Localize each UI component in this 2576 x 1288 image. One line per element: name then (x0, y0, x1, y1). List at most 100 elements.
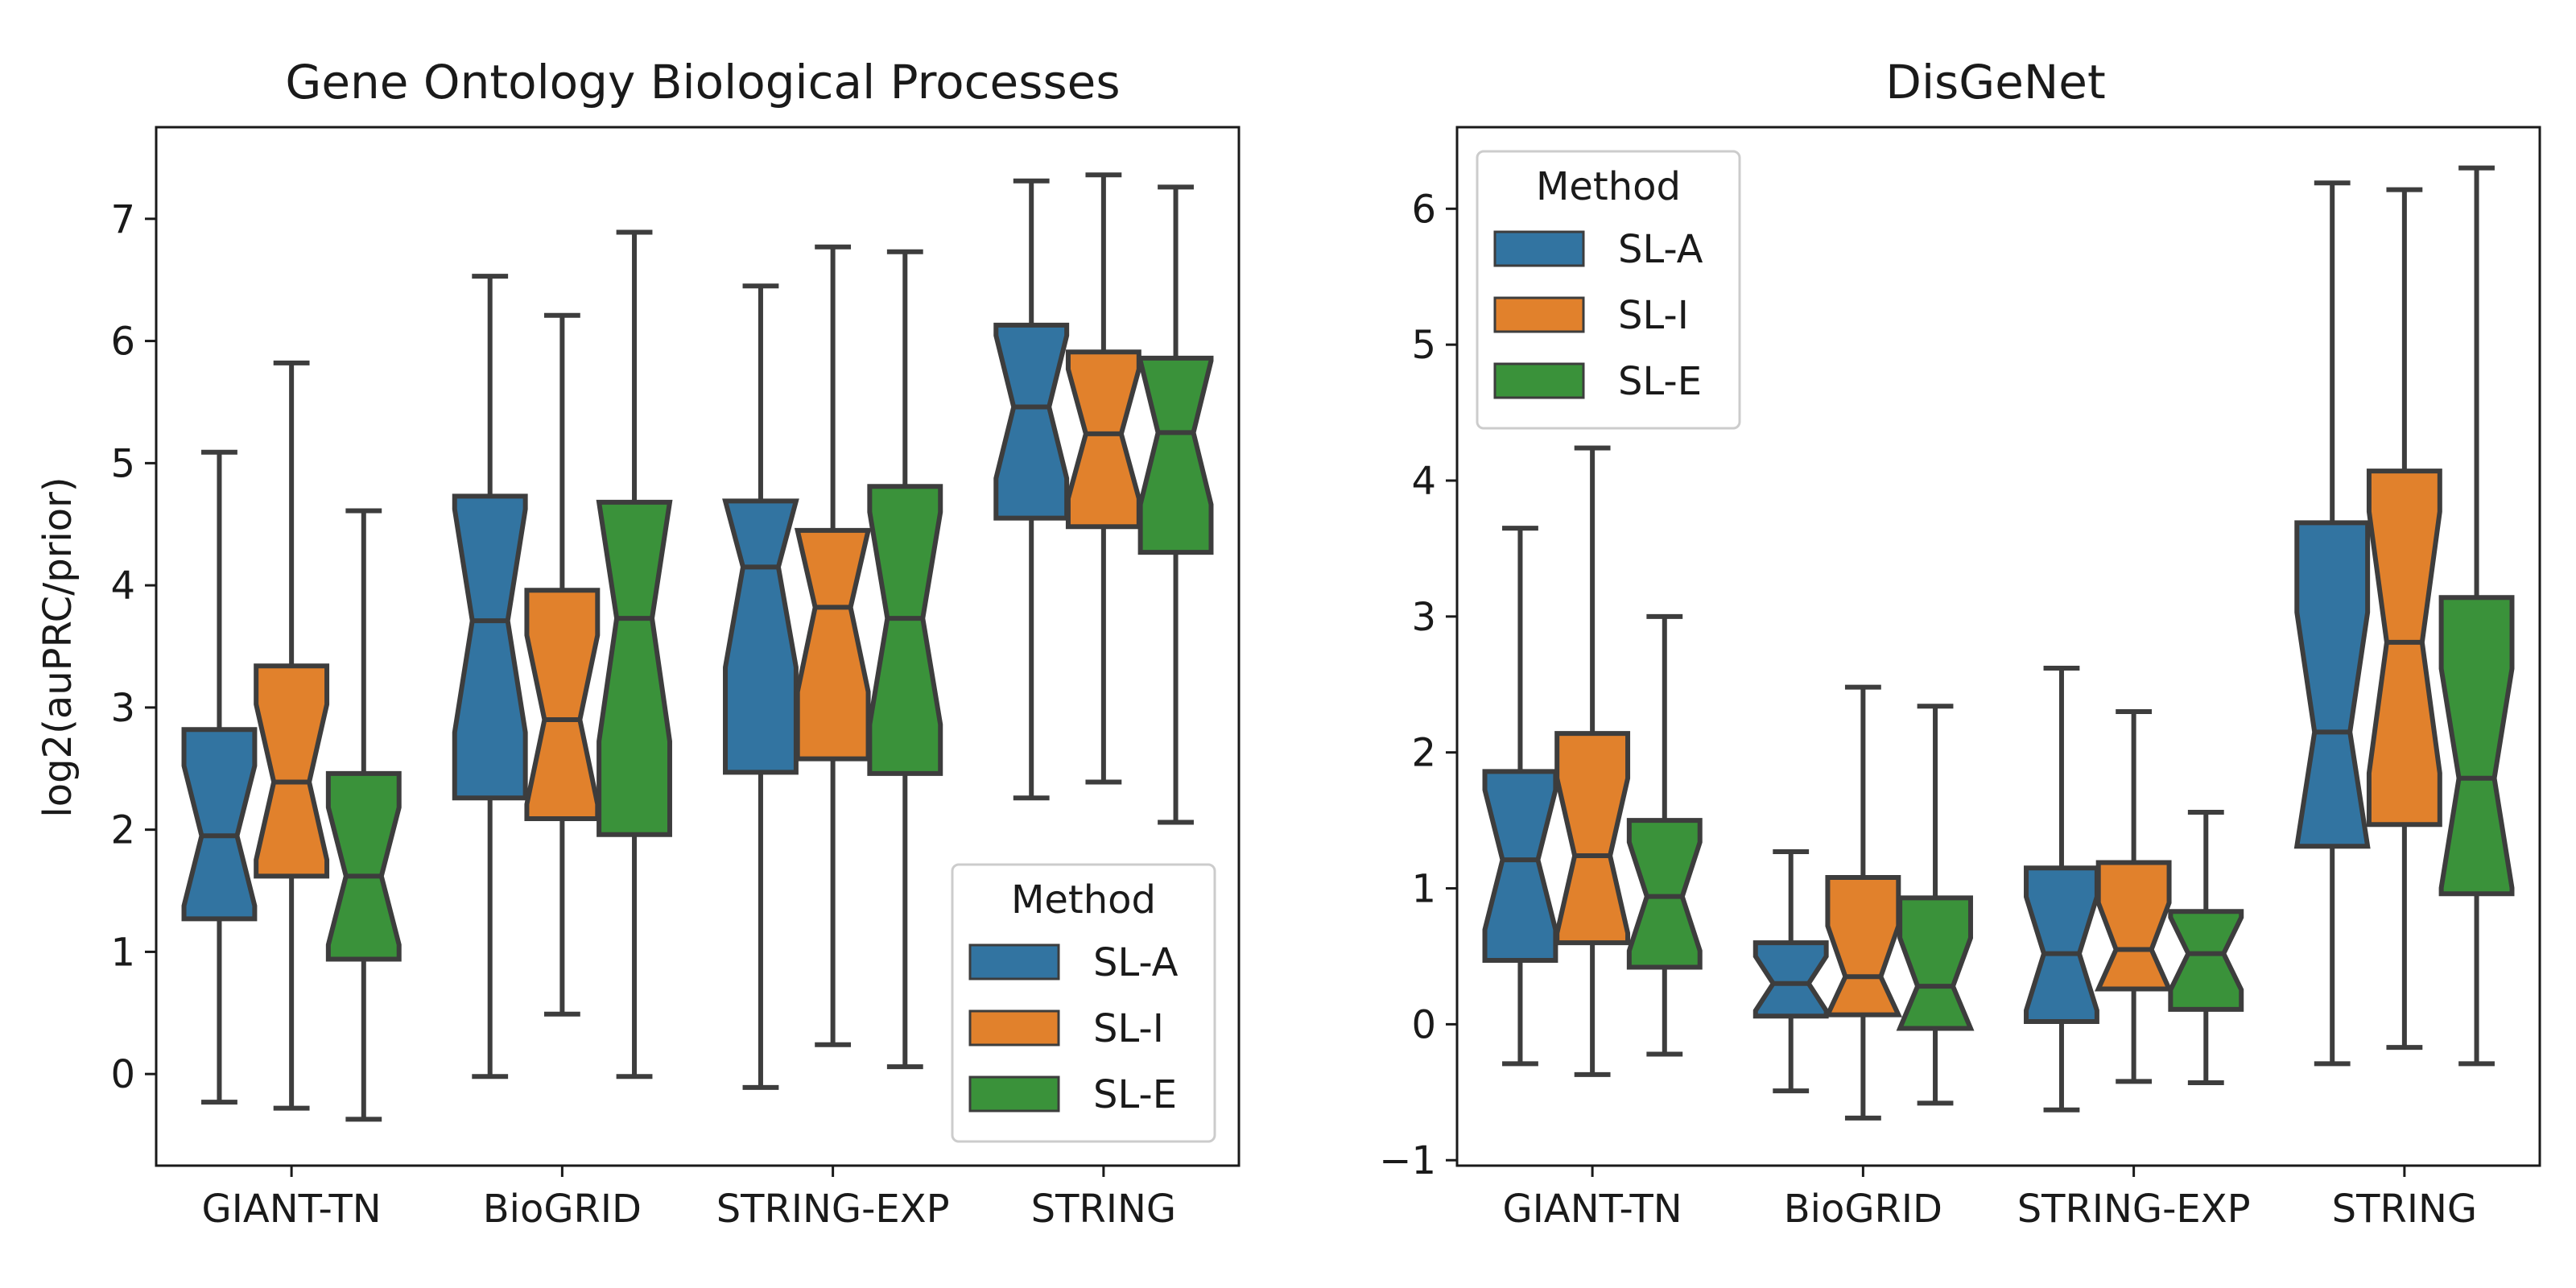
legend-frame (1476, 150, 1741, 430)
box-sl-i-biogrid (524, 312, 601, 1017)
box-body (1823, 875, 1903, 1018)
box-sl-i-string (1065, 172, 1141, 785)
x-tick-label: STRING-EXP (2017, 1187, 2251, 1232)
box-sl-e-biogrid (596, 229, 673, 1080)
y-tick-label: 6 (1411, 187, 1436, 232)
legend-swatch-sl-a (968, 943, 1060, 980)
box-sl-i-giant-tn (1554, 445, 1631, 1077)
x-tick-label: GIANT-TN (1503, 1187, 1682, 1232)
box-sl-e-giant-tn (1626, 613, 1703, 1057)
y-tick-label: 2 (1411, 731, 1436, 776)
legend: Method SL-A SL-I SL-E (951, 863, 1216, 1143)
box-sl-i-giant-tn (254, 360, 330, 1111)
box-body (794, 527, 872, 762)
box-sl-a-string-exp (722, 283, 799, 1090)
box-sl-i-string-exp (794, 244, 872, 1047)
legend-label: SL-I (1093, 1006, 1164, 1051)
legend-label: SL-A (1093, 940, 1179, 985)
panel-disgenet: DisGeNet −1 0 1 2 3 4 5 6 GIANT-TN BioGRID STRING-… (1379, 55, 2541, 1232)
legend-swatch-sl-i (1493, 296, 1585, 333)
box-body (181, 727, 258, 922)
box-body (993, 322, 1070, 521)
box-body (1554, 731, 1631, 946)
y-tick-label: 3 (1411, 595, 1436, 640)
box-body (2095, 860, 2174, 992)
box-sl-e-giant-tn (325, 508, 402, 1122)
box-body (452, 493, 528, 801)
chart-title: DisGeNet (1885, 55, 2105, 109)
legend-label: SL-E (1618, 359, 1702, 404)
panel-go-bp: Gene Ontology Biological Processes log2(… (35, 55, 1241, 1232)
legend-frame (951, 863, 1216, 1143)
box-body (722, 498, 799, 775)
box-body (2024, 865, 2099, 1025)
y-tick-label: 2 (110, 808, 135, 853)
axes-frame (155, 126, 1241, 1167)
box-body (867, 484, 943, 776)
x-tick-label: STRING (1031, 1187, 1176, 1232)
box-body (254, 663, 330, 879)
legend-label: SL-E (1093, 1072, 1177, 1117)
box-body (1482, 769, 1558, 964)
box-body (2438, 595, 2515, 897)
y-tick-label: 5 (1411, 323, 1436, 368)
legend-title: Method (1011, 877, 1156, 923)
y-tick-label: 0 (110, 1052, 135, 1097)
box-sl-i-string-exp (2095, 709, 2174, 1084)
legend-swatch-sl-e (968, 1075, 1060, 1113)
y-tick-label: 4 (1411, 459, 1436, 504)
box-sl-e-string-exp (867, 249, 943, 1070)
box-sl-a-giant-tn (181, 449, 258, 1105)
box-sl-a-biogrid (452, 274, 528, 1080)
box-sl-e-string (2438, 165, 2515, 1067)
legend-swatch-sl-i (968, 1009, 1060, 1046)
box-sl-a-string (2293, 180, 2371, 1067)
box-sl-e-biogrid (1896, 704, 1975, 1106)
y-tick-label: 1 (110, 930, 135, 975)
legend-label: SL-A (1618, 227, 1703, 272)
box-sl-e-string (1137, 184, 1214, 825)
x-tick-label: GIANT-TN (202, 1187, 382, 1232)
y-axis-label: log2(auPRC/prior) (35, 477, 80, 817)
legend-title: Method (1536, 164, 1681, 209)
y-tick-label: 3 (110, 686, 135, 731)
box-body (325, 770, 402, 962)
box-body (2293, 520, 2371, 849)
y-tick-label: 6 (110, 320, 135, 365)
y-tick-label: 1 (1411, 867, 1436, 912)
box-sl-a-biogrid (1752, 848, 1829, 1094)
box-body (1626, 818, 1703, 970)
box-sl-e-string-exp (2168, 809, 2244, 1086)
y-tick-label: −1 (1379, 1138, 1436, 1183)
box-body (524, 588, 601, 821)
y-tick-label: 7 (110, 197, 135, 242)
box-body (2168, 909, 2244, 1012)
box-sl-i-string (2366, 187, 2442, 1051)
x-tick-label: BioGRID (483, 1187, 642, 1232)
box-body (1065, 349, 1141, 530)
legend-label: SL-I (1618, 293, 1689, 338)
box-body (1137, 355, 1214, 555)
box-body (2366, 469, 2442, 828)
box-body (1752, 940, 1829, 1019)
box-sl-i-biogrid (1823, 684, 1903, 1121)
box-sl-a-string-exp (2024, 666, 2099, 1113)
legend: Method SL-A SL-I SL-E (1476, 150, 1741, 430)
y-tick-label: 0 (1411, 1002, 1436, 1047)
box-sl-a-giant-tn (1482, 526, 1558, 1067)
box-body (1896, 895, 1975, 1031)
axes-frame (1455, 126, 2541, 1167)
legend-swatch-sl-e (1493, 362, 1585, 399)
legend-swatch-sl-a (1493, 230, 1585, 267)
box-body (596, 499, 673, 837)
y-tick-label: 4 (110, 564, 135, 609)
x-tick-label: BioGRID (1784, 1187, 1942, 1232)
plot-area: 0 1 2 3 4 5 6 7 GIANT-TN BioGRID STRING-EXP STRING (110, 172, 1214, 1232)
x-tick-label: STRING-EXP (716, 1187, 950, 1232)
x-tick-label: STRING (2332, 1187, 2477, 1232)
plot-area: −1 0 1 2 3 4 5 6 GIANT-TN BioGRID STRING-EXP STRING (1379, 165, 2515, 1232)
box-sl-a-string (993, 178, 1070, 801)
y-tick-label: 5 (110, 441, 135, 486)
chart-title: Gene Ontology Biological Processes (285, 55, 1120, 109)
